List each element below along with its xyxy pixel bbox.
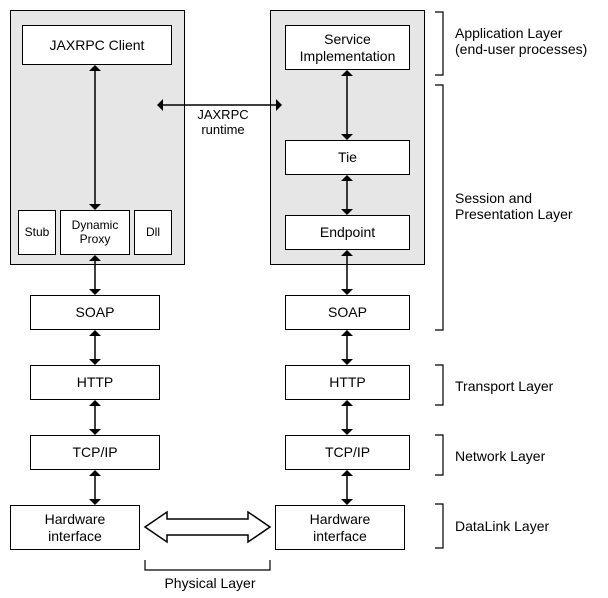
tcpip-left-box: TCP/IP xyxy=(30,435,160,470)
network-layer-label: Network Layer xyxy=(455,448,605,464)
physical-layer-label: Physical Layer xyxy=(160,575,260,591)
hardware-right-box: Hardware interface xyxy=(275,505,405,550)
dynamic-proxy-box: Dynamic Proxy xyxy=(60,210,130,255)
soap-left-box: SOAP xyxy=(30,295,160,330)
service-impl-box: Service Implementation xyxy=(285,25,410,70)
session-layer-label: Session and Presentation Layer xyxy=(455,190,605,222)
endpoint-box: Endpoint xyxy=(285,215,410,250)
datalink-layer-label: DataLink Layer xyxy=(455,518,605,534)
tcpip-right-box: TCP/IP xyxy=(285,435,410,470)
application-layer-label: Application Layer (end-user processes) xyxy=(455,25,605,57)
dll-box: Dll xyxy=(134,210,172,255)
transport-layer-label: Transport Layer xyxy=(455,378,605,394)
jaxrpc-client-box: JAXRPC Client xyxy=(22,25,172,65)
jaxrpc-runtime-label: JAXRPC runtime xyxy=(183,108,263,138)
http-right-box: HTTP xyxy=(285,365,410,400)
stub-box: Stub xyxy=(18,210,56,255)
http-left-box: HTTP xyxy=(30,365,160,400)
tie-box: Tie xyxy=(285,140,410,175)
hardware-left-box: Hardware interface xyxy=(10,505,140,550)
diagram-stage: JAXRPC Client Stub Dynamic Proxy Dll Ser… xyxy=(0,0,608,598)
soap-right-box: SOAP xyxy=(285,295,410,330)
